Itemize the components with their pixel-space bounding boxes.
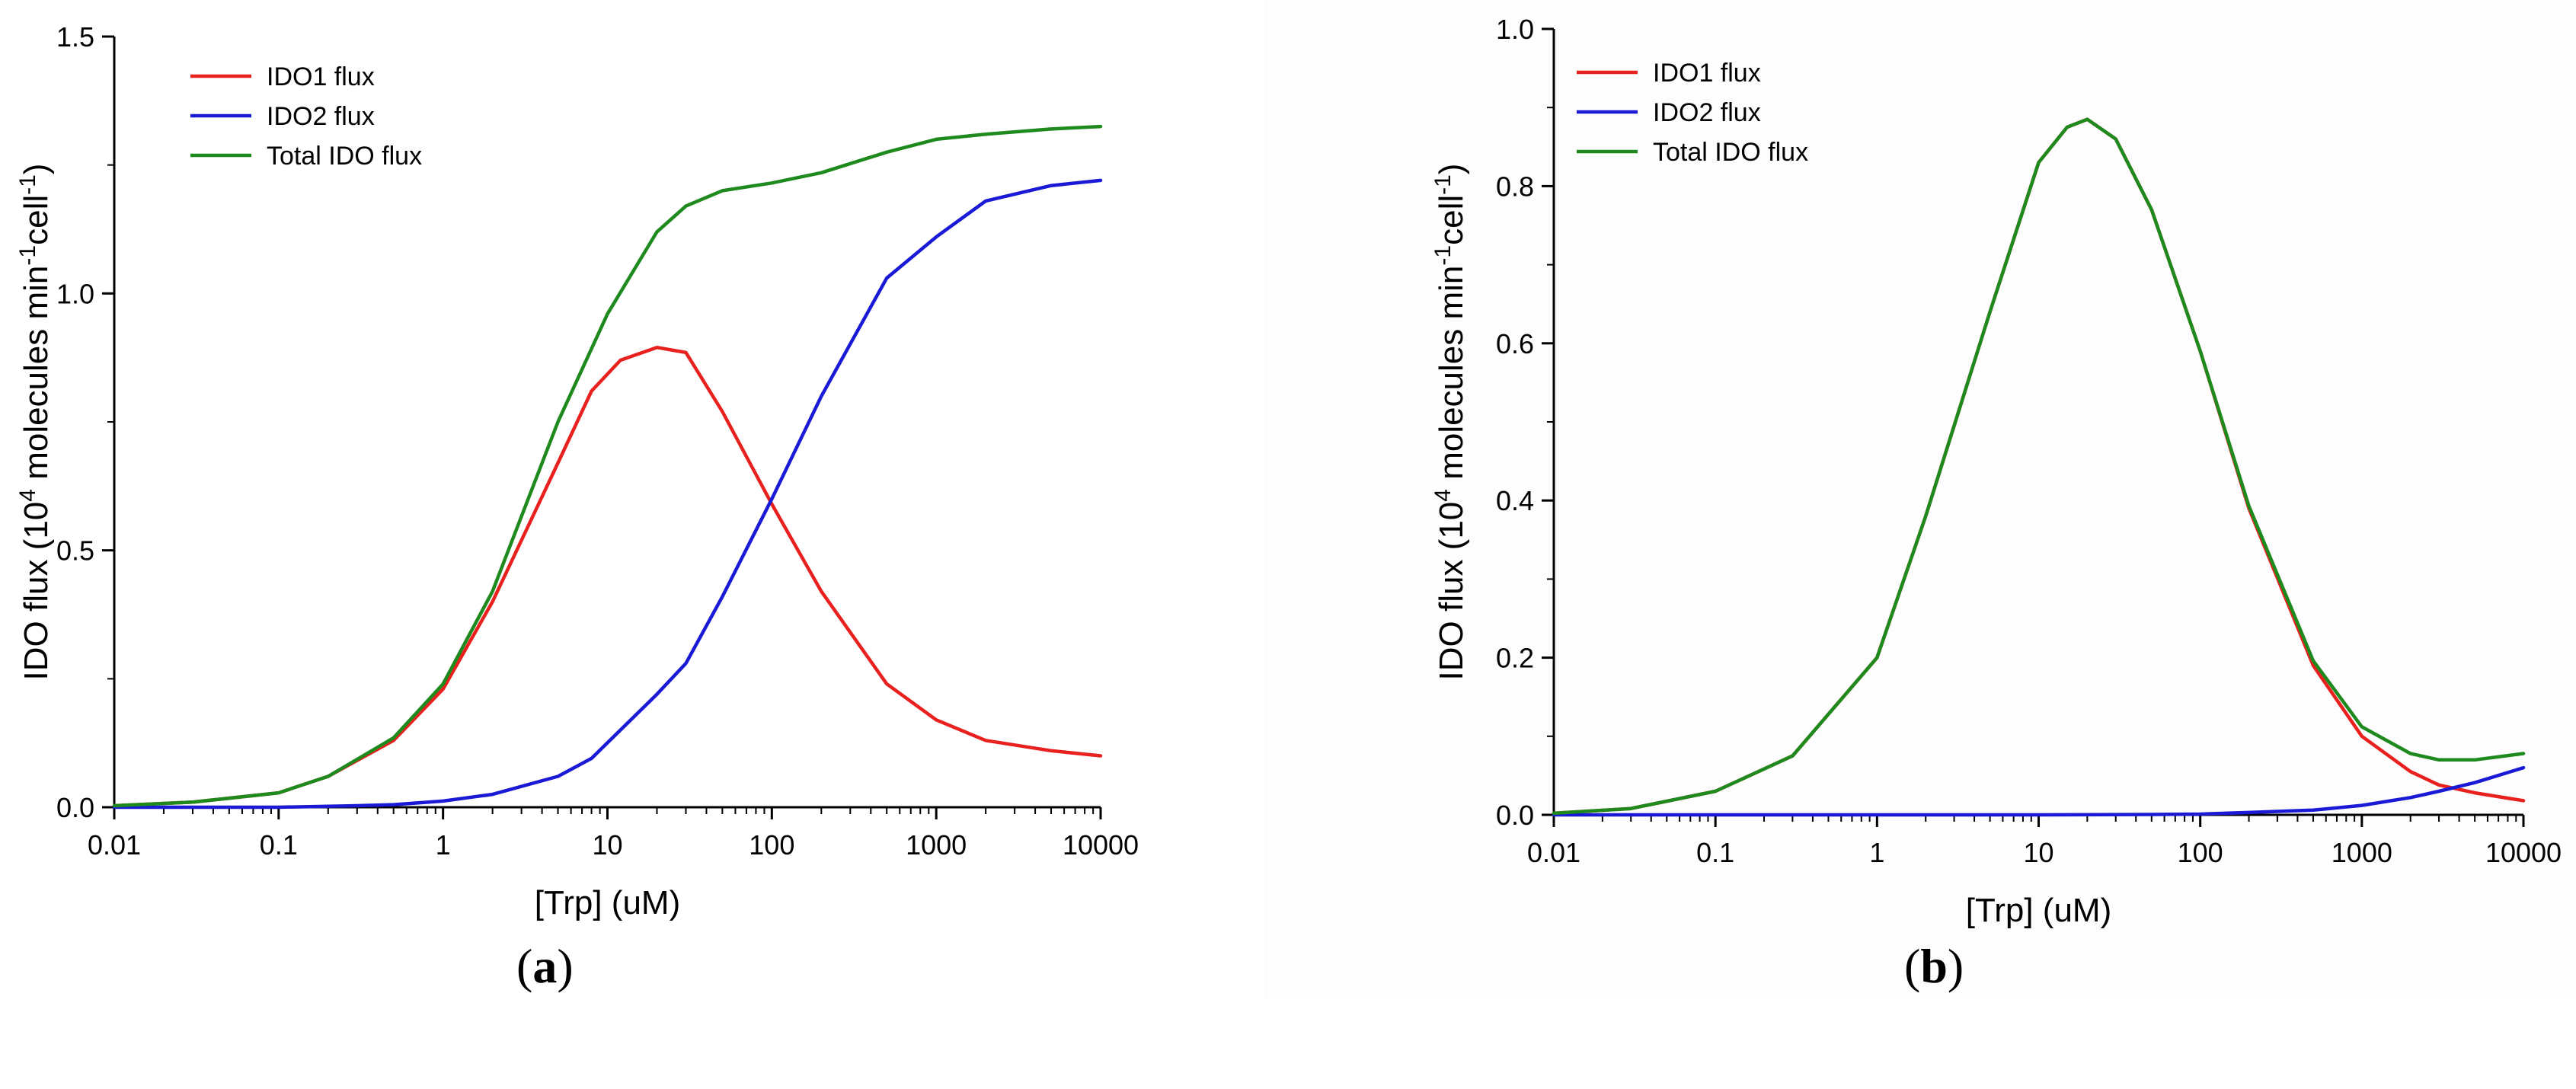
y-tick-label: 0.8: [1496, 171, 1534, 202]
legend-label: IDO2 flux: [1653, 98, 1761, 127]
x-tick-label: 10: [2023, 837, 2053, 868]
y-tick-label: 0.2: [1496, 643, 1534, 674]
x-tick-label: 0.1: [260, 829, 298, 861]
y-tick-label: 0.0: [56, 792, 94, 823]
y-axis-label-part: ): [18, 164, 55, 175]
x-tick-label: 1000: [2332, 837, 2392, 868]
y-axis-label-superscript: -1: [15, 245, 40, 266]
chart-panel-b: 0.01 0.1 1 10 100 1000 10000 0.0 0.2 0.4 0.6 0.8 1.0…: [1430, 14, 2562, 929]
series-line: [112, 345, 1103, 808]
series-line: [1552, 117, 2526, 816]
x-tick-label: 0.1: [1696, 837, 1734, 868]
y-tick-label: 1.0: [1496, 14, 1534, 45]
series-line: [1552, 765, 2526, 817]
y-tick-label: 0.4: [1496, 485, 1534, 516]
y-axis-label-superscript: -1: [1430, 174, 1456, 195]
series-line: [112, 178, 1103, 810]
x-tick-label: 10000: [1063, 829, 1139, 861]
panel-b-background: [1264, 0, 2576, 998]
y-axis-label-part: cell: [18, 195, 55, 245]
legend-label: Total IDO flux: [267, 142, 422, 171]
panel-a-background: [0, 0, 1264, 998]
y-tick-label: 0.5: [56, 535, 94, 567]
y-axis-label-part: IDO flux (10: [18, 502, 55, 681]
y-axis-label-superscript: -1: [1430, 245, 1456, 266]
y-tick-label: 1.0: [56, 278, 94, 309]
panel-label-b: (b): [1904, 939, 1964, 993]
y-axis-label-part: molecules min: [18, 266, 55, 489]
y-axis-label: IDO flux (104 molecules min-1cell-1): [1430, 164, 1470, 681]
x-axis-label: [Trp] (uM): [535, 884, 680, 921]
x-tick-label: 100: [749, 829, 794, 861]
y-axis-label-superscript: 4: [15, 489, 40, 502]
legend-label: IDO1 flux: [1653, 59, 1761, 88]
y-axis-label-part: cell: [1433, 195, 1470, 245]
legend-label: IDO2 flux: [267, 102, 375, 131]
y-tick-label: 0.0: [1496, 800, 1534, 831]
x-tick-label: 10000: [2485, 837, 2562, 868]
y-axis-label-part: ): [1433, 164, 1470, 175]
x-tick-label: 0.01: [1527, 837, 1580, 868]
y-axis-label: IDO flux (104 molecules min-1cell-1): [15, 164, 55, 681]
x-tick-label: 1: [436, 829, 451, 861]
x-tick-label: 1000: [906, 829, 967, 861]
legend-label: Total IDO flux: [1653, 138, 1808, 167]
x-tick-label: 1: [1869, 837, 1884, 868]
y-tick-label: 0.6: [1496, 328, 1534, 359]
y-axis-label-superscript: 4: [1430, 489, 1456, 502]
x-tick-label: 0.01: [88, 829, 141, 861]
series-line: [112, 124, 1103, 808]
y-axis-label-superscript: -1: [15, 174, 40, 195]
x-tick-label: 10: [592, 829, 622, 861]
x-axis-label: [Trp] (uM): [1966, 892, 2111, 929]
y-tick-label: 1.5: [56, 21, 94, 53]
y-axis-label-part: IDO flux (10: [1433, 502, 1470, 681]
x-tick-label: 100: [2178, 837, 2223, 868]
series-line: [1552, 117, 2526, 816]
legend-label: IDO1 flux: [267, 62, 375, 91]
chart-panel-a: 0.01 0.1 1 10 100 1000 10000 0.0 0.5 1.0 1.5 [Trp] …: [15, 21, 1139, 921]
y-axis-label-part: molecules min: [1433, 266, 1470, 489]
panel-label-a: (a): [516, 939, 574, 993]
figure-charts: 0.01 0.1 1 10 100 1000 100000.00.51.01.5[Trp] …: [15, 14, 2562, 929]
